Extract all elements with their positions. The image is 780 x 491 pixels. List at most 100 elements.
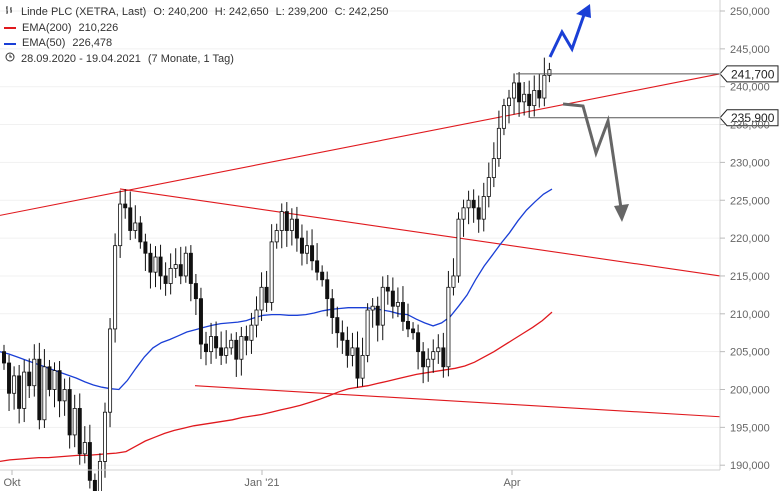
candle-body (57, 370, 62, 402)
candle (234, 332, 239, 377)
candle-body (27, 371, 32, 387)
candle-body (461, 207, 466, 220)
candle-body (405, 320, 410, 330)
price-tag-label: 241,700 (731, 67, 775, 81)
candle-body (496, 127, 501, 160)
candle (496, 110, 501, 167)
candle (57, 361, 62, 418)
candle (193, 273, 198, 316)
candle (400, 286, 405, 331)
y-tick-label: 190,000 (730, 460, 770, 472)
candle (395, 287, 400, 318)
candle (2, 344, 7, 370)
candle-body (42, 366, 47, 421)
candle (224, 330, 229, 364)
candle (274, 223, 279, 249)
candle (87, 424, 92, 489)
candle (27, 358, 32, 398)
candle (229, 333, 234, 355)
candle-body (547, 69, 552, 76)
candle (491, 142, 496, 188)
candle-body (506, 97, 511, 107)
clock-icon (4, 52, 16, 68)
candle (209, 322, 214, 364)
legend-period: (7 Monate, 1 Tag) (147, 52, 234, 65)
x-tick-label: Okt (3, 477, 20, 489)
candle-body (385, 286, 390, 292)
candle (547, 62, 552, 83)
y-tick-label: 245,000 (730, 44, 770, 56)
candle-body (486, 177, 491, 197)
candle (315, 243, 320, 281)
candle-body (451, 275, 456, 288)
candle (17, 364, 22, 424)
candle-body (77, 408, 82, 455)
candle (32, 344, 37, 397)
candle-body (163, 275, 168, 284)
y-tick-label: 210,000 (730, 309, 770, 321)
candle-body (355, 347, 360, 379)
candle (304, 230, 309, 265)
candle-body (522, 93, 527, 103)
candle (335, 306, 340, 348)
candle (325, 271, 330, 317)
candle-body (153, 256, 158, 273)
candle (198, 287, 203, 360)
candle-body (274, 230, 279, 243)
candle-body (123, 203, 128, 209)
candle-body (47, 366, 52, 390)
candle-body (17, 375, 22, 409)
candle (330, 289, 335, 334)
ema-lines (0, 188, 553, 463)
y-tick-label: 220,000 (730, 233, 770, 245)
candle (466, 190, 471, 225)
candle (537, 74, 542, 108)
candle-body (542, 74, 547, 99)
candle (441, 332, 446, 378)
candle-body (456, 218, 461, 277)
candle (219, 331, 224, 365)
candle (436, 334, 441, 364)
candle-body (128, 207, 133, 231)
candle-body (249, 324, 254, 341)
chart-legend: Linde PLC (XETRA, Last) O: 240,200 H: 24… (4, 5, 388, 67)
x-axis: Okt Jan '21 Apr (3, 470, 521, 489)
candle-body (365, 309, 370, 356)
candle (183, 246, 188, 283)
price-tag-box (719, 65, 779, 83)
candle (168, 253, 173, 295)
legend-close: C: 242,250 (334, 6, 389, 18)
candle-body (259, 286, 264, 311)
candle-body (2, 351, 7, 364)
y-tick-label: 215,000 (730, 271, 770, 283)
candle-body (183, 252, 188, 277)
candle-body (22, 371, 27, 409)
candle (451, 258, 456, 296)
candle-body (264, 286, 269, 303)
candle-body (229, 339, 234, 349)
candle-body (411, 328, 416, 334)
candle-body (209, 336, 214, 353)
candle (123, 189, 128, 219)
candle-body (289, 218, 294, 231)
candle-body (517, 82, 522, 103)
candle (380, 276, 385, 341)
candle-body (335, 317, 340, 334)
candle (461, 199, 466, 237)
arrow-up-head (576, 4, 591, 18)
candle-body (375, 305, 380, 326)
candle (77, 393, 82, 465)
bar-chart-icon (4, 5, 16, 21)
candle-body (476, 207, 481, 220)
candle (501, 98, 506, 136)
candle (259, 272, 264, 321)
candle (360, 337, 365, 387)
candle (416, 324, 421, 370)
candle-body (103, 411, 108, 462)
x-tick-label: Apr (503, 477, 520, 489)
legend-open: O: 240,200 (153, 6, 208, 18)
candle-body (254, 309, 259, 326)
legend-instrument: Linde PLC (XETRA, Last) (21, 6, 147, 18)
ema50-line (0, 188, 553, 391)
